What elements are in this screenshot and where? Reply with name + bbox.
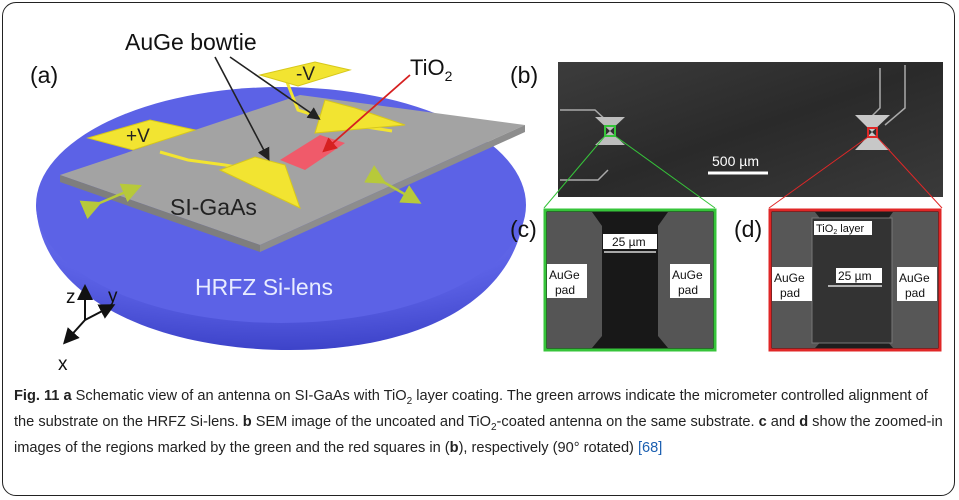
caption-panel-b: b bbox=[242, 413, 252, 430]
panel-d-label: (d) bbox=[734, 216, 762, 242]
plus-v-pad bbox=[86, 119, 197, 151]
sem-red-square bbox=[867, 127, 878, 138]
zoom-c-pad-right-box bbox=[670, 264, 710, 298]
zoom-c-pad-right-line1: AuGe bbox=[672, 268, 703, 282]
caption-panel-d: d bbox=[799, 413, 809, 430]
zoom-c-pad-left-line2: pad bbox=[555, 283, 575, 297]
caption-text-2: layer coating. The green arrows indicate… bbox=[14, 388, 928, 430]
caption-figure-number: Fig. 11 bbox=[14, 388, 60, 404]
caption-panel-a: a bbox=[63, 388, 72, 404]
caption-text-5: and bbox=[766, 413, 800, 430]
zoom-red-right bbox=[876, 136, 943, 209]
caption-sub-2: 2 bbox=[490, 421, 497, 433]
caption-panel-b-ref: b bbox=[449, 439, 459, 456]
zoom-d-layer-label: TiO2 layer bbox=[816, 223, 864, 236]
align-arrow-left bbox=[79, 183, 142, 220]
zoom-c-gap-label: 25 µm bbox=[612, 235, 646, 249]
bowtie-arrow-right bbox=[229, 56, 321, 120]
axis-y-arrow bbox=[84, 304, 116, 321]
zoom-c-gap-box bbox=[603, 234, 657, 249]
align-arrow-right bbox=[364, 165, 422, 204]
figure-graphic: (a) AuGe bowtie TiO2 +V -V SI-GaAs HRFZ … bbox=[30, 29, 943, 375]
caption-text-3: SEM image of the uncoated and TiO bbox=[251, 413, 491, 430]
caption-text-1: Schematic view of an antenna on SI-GaAs … bbox=[71, 388, 407, 404]
panel-b-label: (b) bbox=[510, 62, 538, 88]
minus-v-label: -V bbox=[296, 64, 315, 85]
tio2-label: TiO2 bbox=[410, 55, 453, 84]
lens-label: HRFZ Si-lens bbox=[195, 274, 333, 300]
axis-z-label: z bbox=[66, 287, 76, 308]
bowtie-label: AuGe bowtie bbox=[125, 29, 257, 55]
axis-x-arrow bbox=[62, 319, 86, 345]
zoom-green-left bbox=[543, 135, 606, 209]
zoom-red-left bbox=[768, 136, 869, 209]
zoom-d-pad-right-line1: AuGe bbox=[899, 271, 930, 285]
caption-sub-1: 2 bbox=[406, 395, 413, 407]
tio2-arrow bbox=[322, 74, 411, 153]
panel-d: (d) TiO2 layer 25 µm AuGe pad AuGe pad bbox=[734, 208, 942, 352]
caption-text-6: show the zoomed-in images of the regions… bbox=[14, 413, 943, 456]
zoom-d-layer-box bbox=[814, 221, 872, 235]
zoom-d-gap-box bbox=[836, 268, 882, 283]
zoom-c-pad-left-line1: AuGe bbox=[549, 268, 580, 282]
bowtie-arrow-left bbox=[214, 56, 270, 161]
zoom-d-pad-left-line1: AuGe bbox=[774, 271, 805, 285]
panel-c-label: (c) bbox=[510, 216, 537, 242]
panel-a-label: (a) bbox=[30, 62, 58, 88]
citation-link[interactable]: [68] bbox=[637, 439, 663, 456]
zoom-c-pad-right-line2: pad bbox=[678, 283, 698, 297]
sem-green-square bbox=[604, 125, 616, 137]
substrate-label: SI-GaAs bbox=[170, 194, 257, 220]
bowtie-left bbox=[218, 156, 301, 209]
sem-wire-right-b bbox=[884, 65, 906, 126]
plus-v-label: +V bbox=[126, 126, 150, 147]
axis-x-label: x bbox=[58, 354, 68, 375]
substrate bbox=[60, 95, 525, 245]
figure-caption: Fig. 11 a Schematic view of an antenna o… bbox=[14, 386, 944, 459]
caption-panel-c: c bbox=[758, 413, 767, 430]
zoom-d-pad-right-box bbox=[897, 267, 937, 301]
caption-text-4: -coated antenna on the same substrate. bbox=[496, 413, 759, 430]
panel-b: (b) 500 µm bbox=[510, 62, 943, 209]
zoom-c-pad-left-box bbox=[547, 264, 587, 298]
zoom-d-pad-left-line2: pad bbox=[780, 286, 800, 300]
scale-label: 500 µm bbox=[712, 153, 759, 169]
caption-text-7: ), respectively (90° rotated) bbox=[458, 439, 638, 456]
panel-a: (a) AuGe bowtie TiO2 +V -V SI-GaAs HRFZ … bbox=[30, 29, 526, 375]
sem-wire-left-low bbox=[560, 169, 609, 181]
zoom-d-pad-left-box bbox=[772, 267, 812, 301]
zoom-green-right bbox=[614, 135, 716, 209]
zoom-d-pad-right-line2: pad bbox=[905, 286, 925, 300]
zoom-d-gap-label: 25 µm bbox=[838, 269, 872, 283]
axis-y-label: y bbox=[108, 286, 118, 307]
bowtie-right bbox=[314, 99, 406, 134]
minus-v-pad bbox=[258, 61, 352, 87]
panel-c: (c) 25 µm AuGe pad AuGe pad bbox=[510, 208, 717, 352]
